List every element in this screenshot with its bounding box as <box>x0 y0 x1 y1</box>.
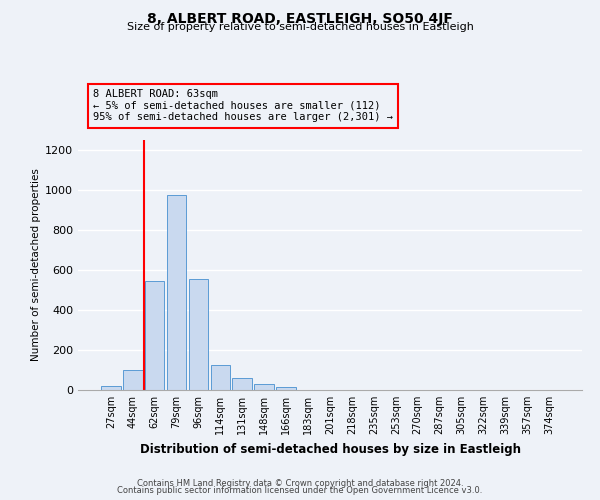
X-axis label: Distribution of semi-detached houses by size in Eastleigh: Distribution of semi-detached houses by … <box>139 442 521 456</box>
Text: 8, ALBERT ROAD, EASTLEIGH, SO50 4JF: 8, ALBERT ROAD, EASTLEIGH, SO50 4JF <box>147 12 453 26</box>
Bar <box>167 195 187 390</box>
Bar <box>145 281 164 390</box>
Bar <box>101 386 121 390</box>
Bar <box>254 384 274 390</box>
Text: 8 ALBERT ROAD: 63sqm
← 5% of semi-detached houses are smaller (112)
95% of semi-: 8 ALBERT ROAD: 63sqm ← 5% of semi-detach… <box>93 90 393 122</box>
Text: Contains public sector information licensed under the Open Government Licence v3: Contains public sector information licen… <box>118 486 482 495</box>
Bar <box>123 370 143 390</box>
Text: Size of property relative to semi-detached houses in Eastleigh: Size of property relative to semi-detach… <box>127 22 473 32</box>
Y-axis label: Number of semi-detached properties: Number of semi-detached properties <box>31 168 41 362</box>
Text: Contains HM Land Registry data © Crown copyright and database right 2024.: Contains HM Land Registry data © Crown c… <box>137 478 463 488</box>
Bar <box>211 365 230 390</box>
Bar <box>188 279 208 390</box>
Bar <box>276 387 296 390</box>
Bar <box>232 378 252 390</box>
